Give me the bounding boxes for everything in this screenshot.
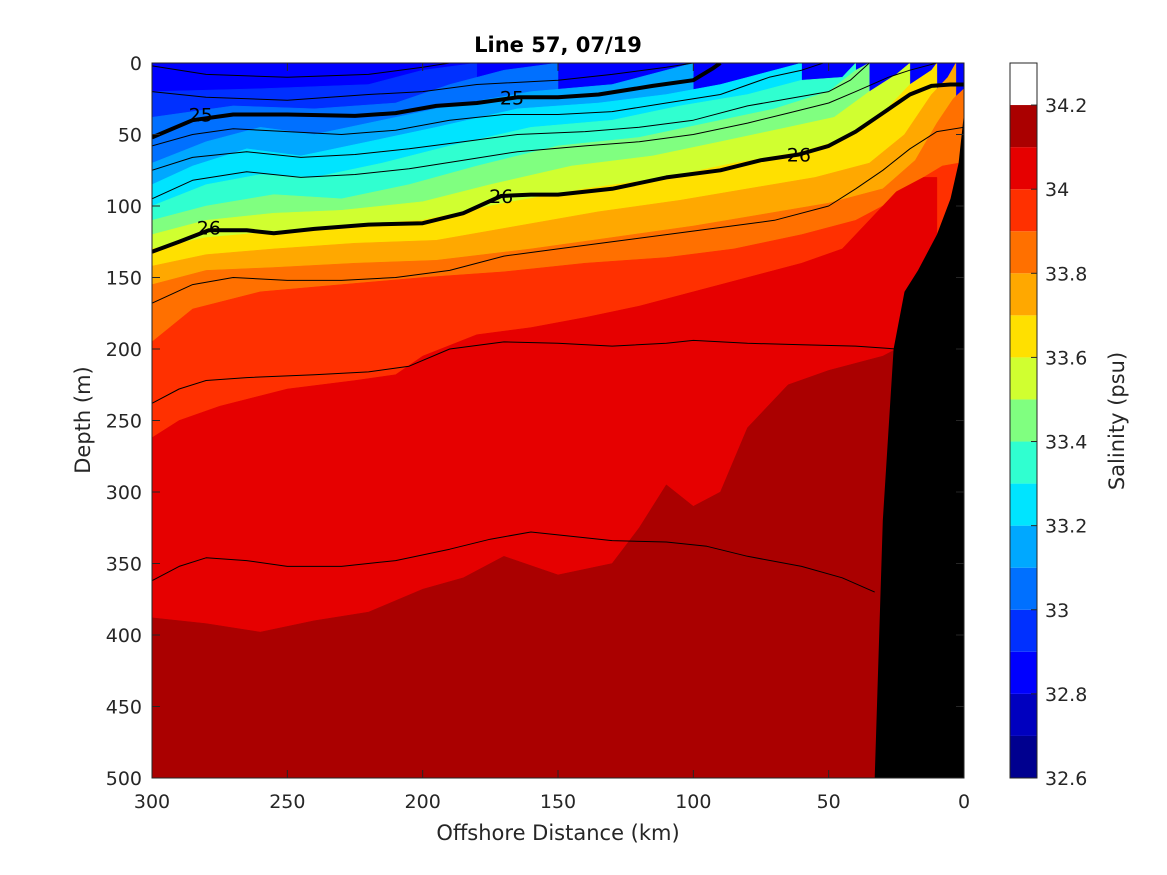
y-tick-label: 0 [130, 53, 142, 75]
density-label-25-1: 25 [500, 87, 524, 109]
y-tick-label: 500 [106, 768, 142, 790]
colorbar-tick-label: 33.4 [1045, 432, 1087, 454]
colorbar-swatch [1010, 315, 1037, 358]
colorbar-swatch [1010, 147, 1037, 190]
density-contour-25.75 [152, 63, 938, 200]
density-label-26-2: 26 [787, 145, 811, 167]
colorbar-swatch [1010, 399, 1037, 442]
y-tick-label: 150 [106, 268, 142, 290]
colorbar-tick-label: 32.8 [1045, 684, 1087, 706]
x-tick-label: 150 [540, 791, 576, 813]
x-tick-label: 50 [817, 791, 841, 813]
colorbar-tick-label: 34 [1045, 179, 1069, 201]
density-label-26-0: 26 [197, 217, 221, 239]
y-tick-label: 250 [106, 411, 142, 433]
colorbar-swatch [1010, 735, 1037, 778]
bathymetry-shelf [874, 113, 964, 778]
x-tick-label: 300 [134, 791, 170, 813]
colorbar-swatch [1010, 567, 1037, 610]
density-contour-26.25 [152, 126, 964, 304]
y-tick-label: 450 [106, 697, 142, 719]
colorbar-swatch [1010, 693, 1037, 736]
plot-area [152, 63, 964, 778]
y-tick-label: 300 [106, 482, 142, 504]
bathymetry [874, 113, 964, 778]
density-contour-26.75 [152, 531, 875, 593]
density-label-25-0: 25 [189, 104, 213, 126]
colorbar-swatch [1010, 609, 1037, 652]
colorbar-swatch [1010, 231, 1037, 274]
colorbar-swatch [1010, 105, 1037, 148]
y-tick-label: 200 [106, 339, 142, 361]
y-tick-label: 100 [106, 196, 142, 218]
colorbar-tick-label: 32.6 [1045, 768, 1087, 790]
colorbar-label: Salinity (psu) [1105, 352, 1129, 490]
x-axis: 300 250 200 150 100 50 0 [134, 63, 970, 813]
density-contour-25.25 [152, 63, 824, 147]
colorbar-swatch [1010, 525, 1037, 568]
chart-title: Line 57, 07/19 [474, 33, 642, 57]
density-contour-25 [152, 63, 722, 140]
x-tick-label: 100 [675, 791, 711, 813]
y-tick-label: 400 [106, 625, 142, 647]
colorbar-tick-label: 33.8 [1045, 263, 1087, 285]
x-tick-label: 200 [405, 791, 441, 813]
density-contour-labels: 25 25 26 26 26 [189, 87, 811, 239]
x-tick-label: 0 [958, 791, 970, 813]
colorbar-frame [1009, 62, 1038, 779]
colorbar-swatch [1010, 483, 1037, 526]
x-tick-label: 250 [269, 791, 305, 813]
colorbar-swatch [1010, 357, 1037, 400]
colorbar-swatch [1010, 273, 1037, 316]
colorbar-tick-label: 33 [1045, 600, 1069, 622]
density-contour-25.5 [152, 63, 870, 171]
colorbar-swatch [1010, 189, 1037, 232]
salinity-contour-fills [152, 63, 964, 778]
colorbar-tick-label: 34.2 [1045, 95, 1087, 117]
y-axis: 0 50 100 150 200 250 300 350 400 450 500 [106, 53, 964, 790]
y-tick-label: 350 [106, 554, 142, 576]
colorbar-tick-label: 33.2 [1045, 516, 1087, 538]
density-contour-26 [152, 82, 964, 254]
density-contour-26.5 [152, 339, 897, 404]
colorbar: 32.6 32.8 33 33.2 33.4 33.6 33.8 34 34.2 [1009, 62, 1087, 790]
density-contour-24.9 [152, 63, 694, 101]
y-tick-label: 50 [118, 125, 142, 147]
colorbar-tick-label: 33.6 [1045, 347, 1087, 369]
colorbar-swatch [1010, 441, 1037, 484]
x-axis-label: Offshore Distance (km) [436, 821, 679, 845]
density-contour-lines [152, 63, 964, 593]
density-label-26-1: 26 [489, 186, 513, 208]
colorbar-swatch [1010, 651, 1037, 694]
density-contour-24.75 [152, 63, 450, 78]
y-axis-label: Depth (m) [71, 366, 95, 473]
